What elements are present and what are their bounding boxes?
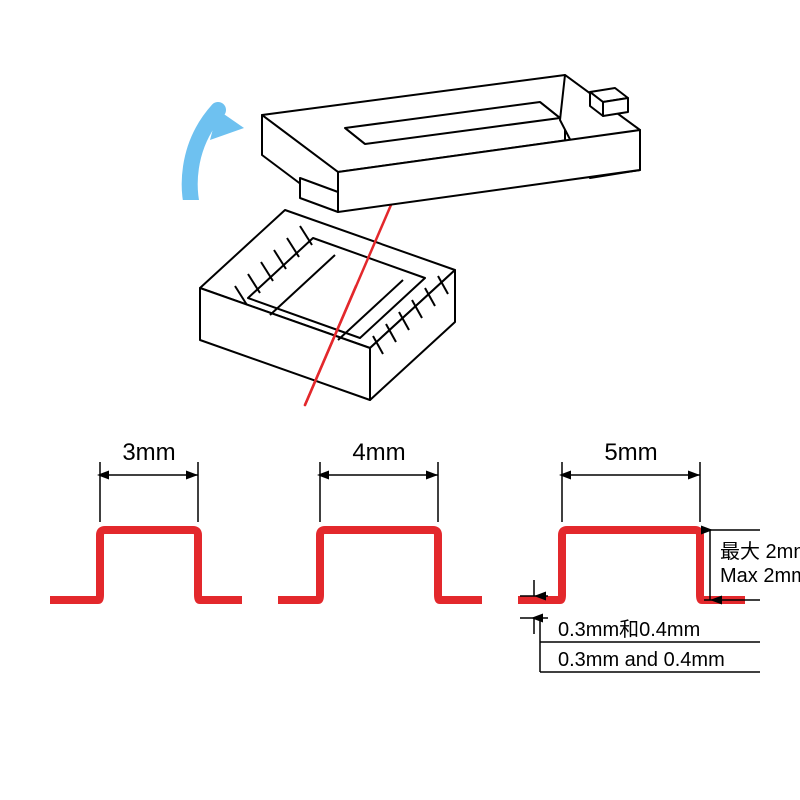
lower-jaw-clean bbox=[180, 200, 520, 420]
gap-label-cn: 0.3mm和0.4mm bbox=[558, 618, 700, 641]
upper-jaw bbox=[262, 75, 640, 212]
profile-4mm: 4mm bbox=[278, 439, 482, 600]
gap-annotation: 0.3mm和0.4mm 0.3mm and 0.4mm bbox=[520, 580, 760, 672]
height-label-cn: 最大 2mm bbox=[720, 540, 800, 563]
dim-label-5mm: 5mm bbox=[604, 439, 657, 466]
height-annotation: 最大 2mm Max 2mm bbox=[704, 530, 800, 600]
profile-3mm: 3mm bbox=[50, 439, 242, 600]
dim-label-4mm: 4mm bbox=[352, 439, 405, 466]
tool-illustration bbox=[180, 75, 640, 420]
profiles-section: 3mm 4mm 5mm 最大 2mm Max 2mm bbox=[50, 439, 800, 672]
gap-label-en: 0.3mm and 0.4mm bbox=[558, 649, 725, 671]
diagram-canvas: 3mm 4mm 5mm 最大 2mm Max 2mm bbox=[0, 0, 800, 800]
dim-label-3mm: 3mm bbox=[122, 439, 175, 466]
height-label-en: Max 2mm bbox=[720, 565, 800, 587]
profile-5mm: 5mm bbox=[518, 439, 745, 600]
